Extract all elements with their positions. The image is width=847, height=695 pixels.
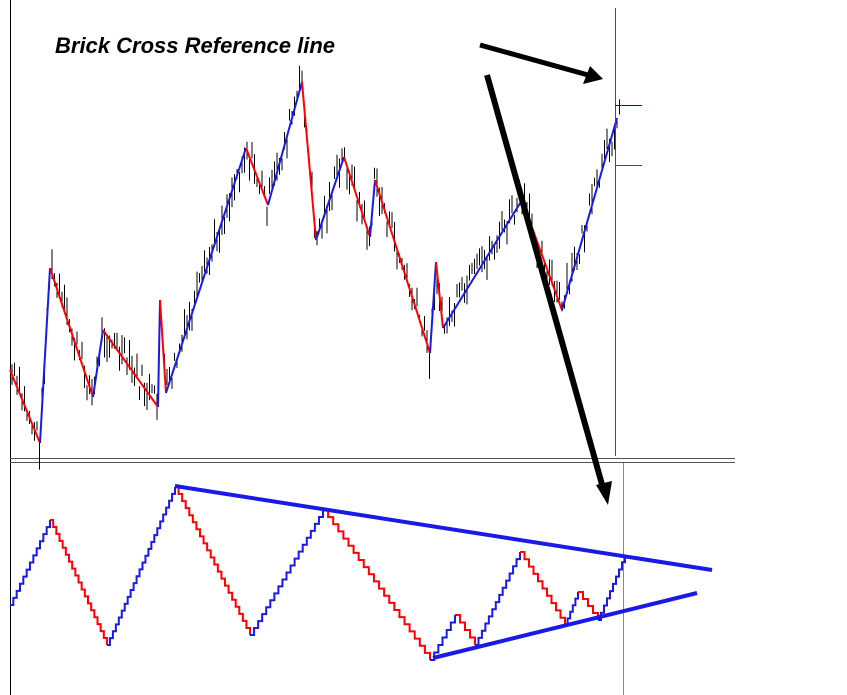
zigzag-segment [374, 179, 431, 354]
zigzag-segment [9, 369, 41, 444]
renko-leg [175, 486, 251, 635]
renko-leg [430, 615, 456, 661]
zigzag-segment [435, 261, 444, 329]
renko-leg [598, 555, 626, 621]
zigzag-segment [301, 81, 317, 241]
renko-leg [578, 591, 599, 620]
renko-leg [10, 520, 51, 606]
zigzag-segment [267, 81, 303, 206]
zigzag-segment [429, 261, 437, 354]
zigzag-segment [561, 117, 618, 311]
zigzag-segment [157, 299, 161, 408]
arrow-head [596, 481, 612, 505]
renko-leg [250, 510, 324, 636]
zigzag-segment [102, 329, 159, 408]
arrow [484, 74, 606, 489]
zigzag-segment [442, 199, 523, 329]
renko-leg [520, 551, 566, 625]
zigzag-segment [369, 179, 376, 238]
renko-leg [455, 614, 476, 645]
arrow [479, 42, 589, 78]
renko-leg [107, 487, 176, 646]
arrow-head [583, 66, 603, 84]
trend-line [432, 591, 698, 660]
zigzag-segment [49, 267, 94, 398]
annotation: Brick Cross Reference line [55, 33, 335, 58]
renko-bricks [10, 486, 626, 661]
zigzag-segment [315, 156, 345, 241]
renko-leg [475, 552, 521, 646]
zigzag-segment [92, 329, 104, 398]
zigzag-segment [165, 147, 247, 394]
zigzag-segment [39, 267, 51, 444]
zigzag-segment [159, 299, 167, 394]
trend-line [174, 484, 713, 572]
renko-leg [565, 592, 579, 626]
zigzag-segment [343, 156, 371, 238]
zigzag-segment [245, 147, 269, 206]
renko-leg [323, 509, 431, 660]
renko-leg [50, 519, 108, 645]
